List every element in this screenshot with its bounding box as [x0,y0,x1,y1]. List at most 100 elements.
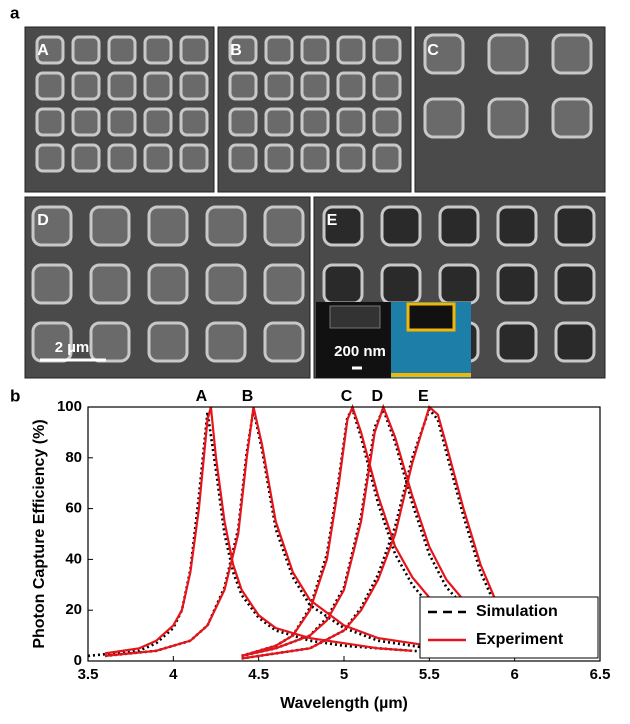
pillar [149,323,187,361]
image-label: C [427,42,439,59]
pillar [207,265,245,303]
pillar [145,37,171,63]
pillar [266,37,292,63]
y-tick-label: 0 [74,652,82,669]
inset-feature [330,306,380,328]
pillar [498,265,536,303]
legend-label: Simulation [476,603,558,620]
pillar [230,73,256,99]
pillar [382,265,420,303]
pillar [553,99,591,137]
pillar [556,265,594,303]
pillar [181,145,207,171]
pillar [73,145,99,171]
pillar [73,37,99,63]
pillar [302,145,328,171]
pillar [374,37,400,63]
pillar [489,99,527,137]
pillar [207,207,245,245]
pillar [230,109,256,135]
pillar [302,109,328,135]
pillar [302,73,328,99]
figure: a ABCDE2 µm200 nm b 3.544.555.566.502040… [0,0,630,719]
series-line [105,407,412,653]
pillar [181,109,207,135]
pillar [91,323,129,361]
pillar [440,207,478,245]
y-tick-label: 60 [65,500,82,517]
peak-label: A [196,388,208,405]
pillar [73,73,99,99]
pillar [266,73,292,99]
pillar [489,35,527,73]
pillar [265,323,303,361]
pillar [553,35,591,73]
pillar [149,207,187,245]
pillar [149,265,187,303]
pillar [145,73,171,99]
sem-images: A B C D E 2 µm 200 nm [25,27,605,378]
panel-label: a [10,3,20,22]
pillar [73,109,99,135]
pillar [338,109,364,135]
scale-bar-label: 2 µm [55,339,90,356]
pillar [109,37,135,63]
pillar [145,109,171,135]
peak-label: E [418,388,429,405]
pillar [440,265,478,303]
panel-label: b [10,386,20,405]
pillar [207,323,245,361]
pillar [338,145,364,171]
pillar [425,99,463,137]
pillar [91,207,129,245]
x-tick-label: 6 [510,666,518,683]
pillar [109,73,135,99]
pillar [33,265,71,303]
pillar [265,265,303,303]
pillar [382,207,420,245]
x-tick-label: 5.5 [419,666,440,683]
image-label: E [327,212,338,229]
pillar [145,145,171,171]
y-tick-label: 20 [65,601,82,618]
pillar [338,37,364,63]
scale-bar-label: 200 nm [334,343,386,360]
x-tick-label: 6.5 [590,666,611,683]
pillar [91,265,129,303]
y-tick-label: 100 [57,398,82,415]
image-label: A [37,42,49,59]
peak-label: D [371,388,383,405]
y-tick-label: 40 [65,550,82,567]
legend-label: Experiment [476,631,564,648]
y-tick-label: 80 [65,449,82,466]
pillar [556,207,594,245]
x-tick-label: 5 [340,666,348,683]
pillar [374,73,400,99]
pillar [498,323,536,361]
x-axis-label: Wavelength (µm) [280,695,408,712]
pillar [109,109,135,135]
inset-trench [408,304,454,330]
pillar [374,145,400,171]
pillar [37,145,63,171]
pillar [181,73,207,99]
pillar [498,207,536,245]
pillar [324,265,362,303]
image-label: D [37,212,49,229]
pillar [266,145,292,171]
pillar [109,145,135,171]
pillar [266,109,292,135]
peak-label: B [242,388,254,405]
pillar [265,207,303,245]
pillar [230,145,256,171]
pillar [556,323,594,361]
pillar [37,109,63,135]
pillar [338,73,364,99]
pillar [181,37,207,63]
pillar [302,37,328,63]
pillar [374,109,400,135]
x-tick-label: 4 [169,666,178,683]
x-tick-label: 4.5 [248,666,269,683]
image-label: B [230,42,242,59]
